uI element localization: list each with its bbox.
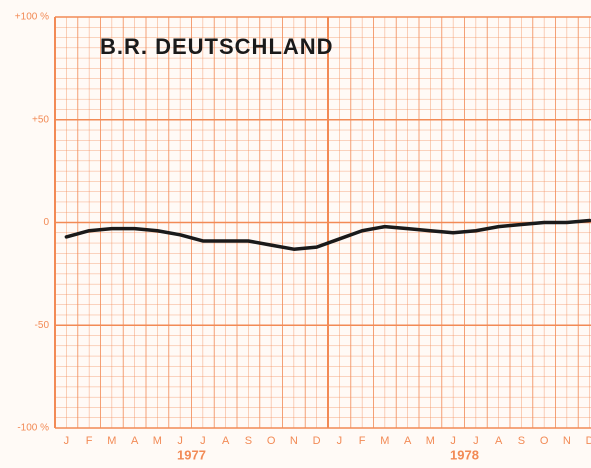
data-line: [64, 218, 591, 251]
y-tick-label: +100 %: [15, 12, 49, 23]
x-tick-label: M: [380, 435, 389, 447]
year-label: 1978: [450, 447, 479, 462]
x-tick-label: M: [153, 435, 162, 447]
x-tick-label: F: [359, 435, 366, 447]
y-tick-label: +50: [32, 114, 49, 125]
year-label: 1977: [177, 447, 206, 462]
x-tick-label: A: [495, 435, 503, 447]
x-tick-label: A: [404, 435, 412, 447]
x-tick-label: J: [337, 435, 343, 447]
x-tick-label: O: [267, 435, 276, 447]
x-tick-label: J: [64, 435, 70, 447]
x-tick-label: N: [563, 435, 571, 447]
chart-title: B.R. DEUTSCHLAND: [100, 34, 334, 59]
x-tick-label: M: [107, 435, 116, 447]
x-tick-label: S: [245, 435, 252, 447]
x-tick-label: A: [222, 435, 230, 447]
y-tick-label: 0: [43, 217, 49, 228]
x-tick-label: D: [586, 435, 591, 447]
x-tick-label: O: [540, 435, 549, 447]
x-tick-label: S: [518, 435, 525, 447]
x-tick-label: D: [313, 435, 321, 447]
x-tick-label: J: [450, 435, 456, 447]
x-tick-label: M: [426, 435, 435, 447]
x-tick-label: J: [177, 435, 183, 447]
y-tick-label: -100 %: [17, 423, 49, 434]
x-tick-label: J: [473, 435, 479, 447]
x-tick-label: F: [86, 435, 93, 447]
y-tick-label: -50: [35, 320, 50, 331]
x-tick-label: A: [131, 435, 139, 447]
x-tick-label: N: [290, 435, 298, 447]
x-tick-label: J: [200, 435, 206, 447]
